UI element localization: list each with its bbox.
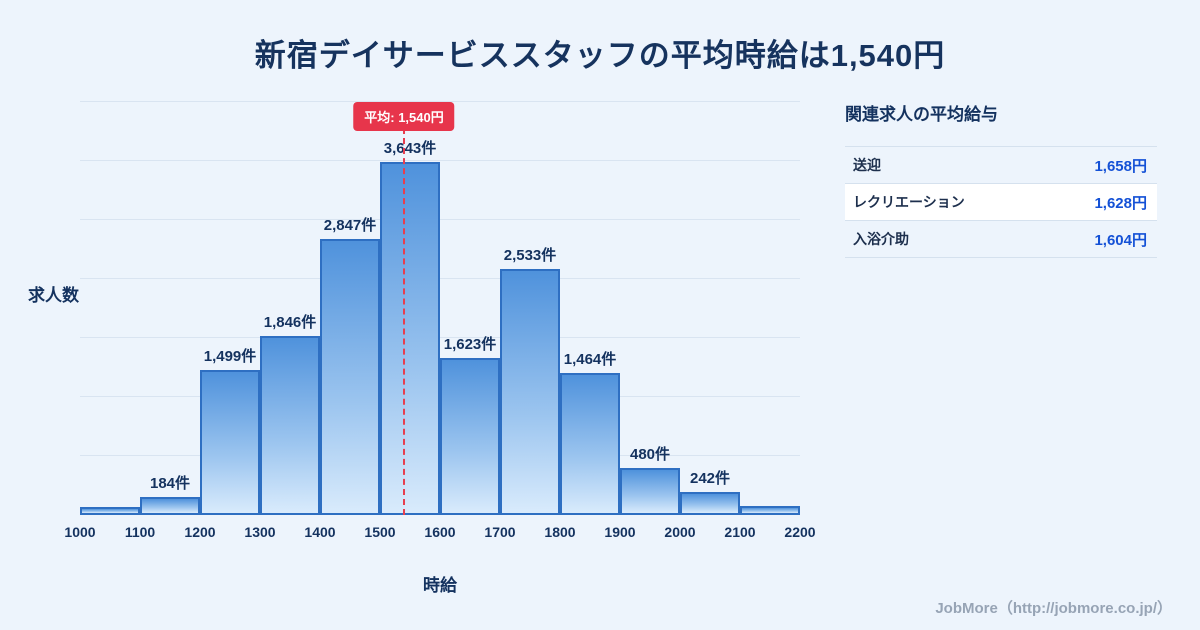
average-badge: 平均: 1,540円 bbox=[353, 102, 455, 131]
bar bbox=[740, 506, 800, 515]
x-tick: 1500 bbox=[364, 524, 396, 540]
x-tick: 1300 bbox=[244, 524, 276, 540]
bar bbox=[80, 507, 140, 515]
x-tick: 1600 bbox=[424, 524, 456, 540]
related-row: レクリエーション 1,628円 bbox=[845, 183, 1157, 220]
footer-credit: JobMore（http://jobmore.co.jp/） bbox=[935, 600, 1172, 617]
bar-value-label: 184件 bbox=[149, 475, 191, 492]
x-tick: 1700 bbox=[484, 524, 516, 540]
x-axis-label: 時給 bbox=[423, 576, 457, 595]
related-wage-value: 1,604円 bbox=[1094, 231, 1147, 249]
bar: 2,533件 bbox=[500, 247, 560, 515]
bar-value-label: 2,533件 bbox=[503, 247, 557, 264]
average-line bbox=[403, 128, 405, 515]
bar: 1,464件 bbox=[560, 351, 620, 515]
bar-value-label: 1,499件 bbox=[203, 348, 257, 365]
related-job-label: 送迎 bbox=[853, 157, 881, 173]
bars: 184件 1,499件 1,846件 2,847件 3,643件 1,623件 2,533件… bbox=[80, 140, 800, 515]
bar-value-label: 480件 bbox=[629, 446, 671, 463]
bar: 1,623件 bbox=[440, 336, 500, 515]
x-tick: 2000 bbox=[664, 524, 696, 540]
bar-value-label: 1,623件 bbox=[443, 336, 497, 353]
bar: 2,847件 bbox=[320, 217, 380, 515]
related-panel-title: 関連求人の平均給与 bbox=[845, 105, 998, 124]
x-tick: 1900 bbox=[604, 524, 636, 540]
x-tick: 2100 bbox=[724, 524, 756, 540]
related-row: 入浴介助 1,604円 bbox=[845, 220, 1157, 257]
bar: 242件 bbox=[680, 470, 740, 515]
bar: 480件 bbox=[620, 446, 680, 515]
related-wage-value: 1,628円 bbox=[1094, 194, 1147, 212]
bar-value-label: 1,464件 bbox=[563, 351, 617, 368]
y-axis-label: 求人数 bbox=[28, 286, 79, 305]
bar: 1,499件 bbox=[200, 348, 260, 515]
x-tick: 2200 bbox=[784, 524, 816, 540]
related-job-label: 入浴介助 bbox=[853, 231, 909, 247]
bar: 3,643件 bbox=[380, 140, 440, 515]
bar: 1,846件 bbox=[260, 314, 320, 515]
x-tick: 1200 bbox=[184, 524, 216, 540]
bar: 184件 bbox=[140, 475, 200, 515]
related-job-label: レクリエーション bbox=[853, 194, 965, 210]
bar-value-label: 1,846件 bbox=[263, 314, 317, 331]
page-title: 新宿デイサービススタッフの平均時給は1,540円 bbox=[254, 38, 946, 73]
x-tick: 1400 bbox=[304, 524, 336, 540]
x-tick: 1100 bbox=[124, 524, 156, 540]
related-panel: 関連求人の平均給与 送迎 1,658円レクリエーション 1,628円入浴介助 1,60… bbox=[845, 100, 1157, 258]
bar-value-label: 3,643件 bbox=[383, 140, 437, 157]
related-wage-value: 1,658円 bbox=[1094, 157, 1147, 175]
x-ticks: 1000 1100 1200 1300 1400 1500 1600 1700 1800 1900… bbox=[64, 524, 815, 544]
bar-value-label: 242件 bbox=[689, 470, 731, 487]
x-tick: 1800 bbox=[544, 524, 576, 540]
related-row: 送迎 1,658円 bbox=[845, 146, 1157, 183]
related-table: 送迎 1,658円レクリエーション 1,628円入浴介助 1,604円 bbox=[845, 146, 1157, 258]
chart-plot-area: 184件 1,499件 1,846件 2,847件 3,643件 1,623件 2,533件… bbox=[80, 100, 800, 515]
bar-value-label: 2,847件 bbox=[323, 217, 377, 234]
x-tick: 1000 bbox=[64, 524, 96, 540]
